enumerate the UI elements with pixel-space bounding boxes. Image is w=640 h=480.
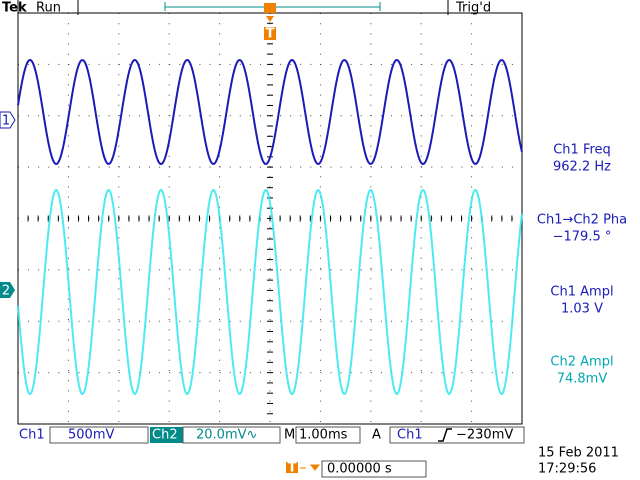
brand: Tek [2,1,27,16]
measurement-label: Ch1 Freq [553,143,611,158]
measurement-value: −179.5 ° [553,230,612,245]
trigger-arrow [266,16,274,22]
measurement-label: Ch1 Ampl [550,285,613,300]
trigger-slope-icon [438,428,452,442]
timebase-box [295,426,361,444]
measurement-label: Ch1→Ch2 Pha [537,213,627,228]
timebase-label: M [284,428,295,443]
trigger-marker [264,27,276,40]
ch1-scale: 500mV [68,428,114,443]
measurement-value: 962.2 Hz [553,160,611,175]
ch2-waveform [17,188,523,396]
date: 15 Feb 2011 [538,446,619,461]
trigger-mode: A [372,428,381,443]
position-icon [286,462,298,473]
ch2-marker-label: 2 [2,284,10,299]
trigger-box [389,426,525,444]
ch1-waveform [17,58,523,166]
ch2-scale-box [182,426,281,444]
timebase-value: 1.00ms [299,428,348,443]
ch1-marker-label: 1 [2,114,10,129]
trigger-status: Trig'd [455,1,491,16]
measurement-label: Ch2 Ampl [550,355,613,370]
time: 17:29:56 [538,462,596,477]
position-icon-glyph: T [288,461,297,476]
ch2-scale: 20.0mV∿ [196,428,257,443]
position-arrow [300,464,321,471]
measurement-value: 1.03 V [561,302,603,317]
ch2-label: Ch2 [152,428,178,443]
ch1-marker [0,111,16,129]
ch1-label: Ch1 [19,428,45,443]
trigger-marker-glyph: T [266,27,275,42]
measurement-value: 74.8mV [557,372,608,387]
horizontal-position: 0.00000 s [327,462,392,477]
position-box [321,460,427,478]
acquisition-state: Run [36,1,61,16]
ch2-label-bg [150,427,183,443]
trigger-source: Ch1 [397,428,423,443]
trigger-level: −230mV [456,428,513,443]
ch2-marker [0,282,15,298]
ch1-scale-box [49,426,149,444]
trigger-position-icon [264,3,276,13]
